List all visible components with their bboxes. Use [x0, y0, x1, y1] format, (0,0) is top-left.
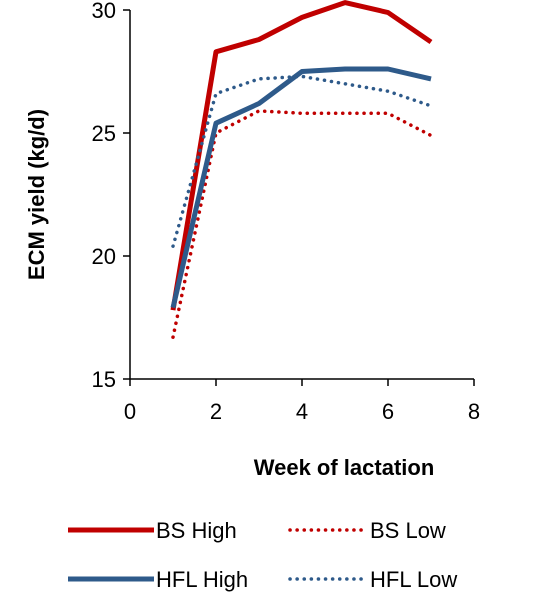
x-tick-label: 6 — [382, 399, 394, 424]
x-tick-label: 8 — [468, 399, 480, 424]
x-axis-title: Week of lactation — [254, 455, 435, 480]
legend-label-hfl-low: HFL Low — [370, 567, 457, 592]
y-ticks: 15 20 25 30 — [92, 0, 130, 392]
y-tick-label: 30 — [92, 0, 116, 23]
x-tick-label: 4 — [296, 399, 308, 424]
legend-label-hfl-high: HFL High — [156, 567, 248, 592]
legend-label-bs-high: BS High — [156, 518, 237, 543]
y-tick-label: 20 — [92, 244, 116, 269]
legend: BS High BS Low HFL High HFL Low — [68, 518, 457, 592]
series-line-hfl-low — [171, 74, 433, 248]
series-line-bs-high — [170, 0, 433, 311]
y-tick-label: 15 — [92, 367, 116, 392]
axes — [129, 10, 474, 380]
legend-label-bs-low: BS Low — [370, 518, 446, 543]
series-line-hfl-high — [170, 66, 432, 309]
y-axis-title: ECM yield (kg/d) — [24, 109, 49, 280]
x-tick-label: 2 — [210, 399, 222, 424]
plot-area — [170, 0, 433, 339]
x-ticks: 0 2 4 6 8 — [124, 379, 480, 424]
y-tick-label: 25 — [92, 121, 116, 146]
x-tick-label: 0 — [124, 399, 136, 424]
